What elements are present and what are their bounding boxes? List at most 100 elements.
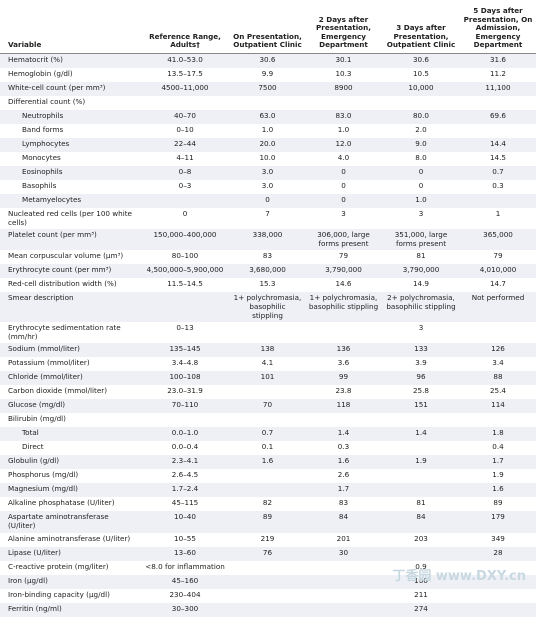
- cell: 3.6: [337, 358, 350, 368]
- cell: 7500: [258, 83, 277, 92]
- cell: 1.4: [415, 428, 427, 438]
- cell: 82: [262, 498, 273, 508]
- cell: 1.7: [337, 484, 350, 494]
- row-label: Eosinophils: [22, 167, 63, 176]
- cell: 80–100: [171, 251, 199, 261]
- table-row: Glucose (mg/dl) 70–110 70 118 151 114: [0, 399, 536, 414]
- row-label: Erythrocyte sedimentation rate (mm/hr): [8, 323, 121, 341]
- cell: Not performed: [471, 293, 525, 303]
- cell: 14.5: [489, 153, 506, 162]
- cell: 11.2: [489, 69, 506, 78]
- cell: 0: [341, 181, 346, 190]
- group-label: Bilirubin (mg/dl): [8, 414, 66, 424]
- row-label: Chloride (mmol/liter): [8, 372, 83, 382]
- cell: 230–404: [169, 589, 201, 599]
- cell: 2.0: [415, 125, 427, 134]
- cell: 30–300: [171, 603, 199, 613]
- cell: 1.6: [492, 484, 504, 494]
- cell: 83: [338, 498, 349, 508]
- row-label: Smear description: [8, 293, 74, 303]
- table-row: Monocytes 4–11 10.0 4.0 8.0 14.5: [0, 152, 536, 166]
- cell: 0.3: [337, 442, 350, 452]
- row-label: Aspartate aminotransferase (U/liter): [8, 512, 109, 530]
- table-row: C-reactive protein (mg/liter) <8.0 for in…: [0, 561, 536, 575]
- row-label: Erythrocyte count (per mm³): [8, 265, 112, 275]
- row-label: Magnesium (mg/dl): [8, 484, 78, 494]
- cell: 0: [265, 195, 270, 204]
- cell: 136: [336, 344, 351, 354]
- cell: 30.1: [335, 55, 352, 64]
- table-row: Hematocrit (%) 41.0–53.0 30.6 30.1 30.6 31.6: [0, 53, 536, 68]
- cell: 4,500,000–5,900,000: [146, 265, 224, 275]
- table-row: Lipase (U/liter) 13–60 76 30 28: [0, 546, 536, 561]
- cell: 84: [416, 512, 426, 522]
- cell: 1.6: [337, 456, 350, 466]
- cell: [230, 322, 305, 343]
- cell: 1.4: [337, 428, 350, 438]
- cell: 0: [341, 167, 346, 176]
- row-label: Metamyelocytes: [22, 195, 82, 204]
- table-row: Erythrocyte count (per mm³) 4,500,000–5,9…: [0, 264, 536, 279]
- cell: [230, 561, 305, 575]
- row-label: Nucleated red cells (per 100 white cells…: [8, 209, 132, 227]
- table-row: Nucleated red cells (per 100 white cells…: [0, 208, 536, 229]
- cell: [305, 589, 382, 603]
- table-row: Phosphorus (mg/dl) 2.6–4.5 2.6 1.9: [0, 469, 536, 483]
- row-label: Lymphocytes: [22, 139, 70, 148]
- cell: 211: [414, 589, 428, 599]
- cell: 135–145: [169, 344, 201, 354]
- cell: 0.7: [492, 167, 504, 176]
- cell: 14.4: [489, 139, 506, 148]
- cell: 40–70: [174, 111, 196, 120]
- cell: [460, 124, 536, 138]
- cell: 2.6–4.5: [171, 470, 199, 480]
- row-label: Potassium (mmol/liter): [8, 358, 90, 368]
- table-row: Direct 0.0–0.4 0.1 0.3 0.4: [0, 441, 536, 455]
- cell: 0: [341, 195, 346, 204]
- table-row: Red-cell distribution width (%) 11.5–14.5…: [0, 278, 536, 292]
- cell: 10.5: [412, 69, 429, 78]
- column-header: On Presentation, Outpatient Clinic: [230, 0, 305, 54]
- cell: [382, 441, 460, 455]
- cell: 14.9: [412, 279, 429, 289]
- group-row: Bilirubin (mg/dl): [0, 413, 536, 427]
- cell: 351,000, large forms present: [394, 230, 448, 248]
- cell: 1.6: [261, 456, 274, 466]
- cell: 1.0: [337, 125, 350, 134]
- cell: 4,010,000: [479, 265, 517, 275]
- cell: 22–44: [174, 139, 196, 148]
- cell: 306,000, large forms present: [317, 230, 370, 248]
- cell: 63.0: [259, 111, 276, 120]
- cell: 83: [262, 251, 273, 261]
- cell: [140, 194, 230, 208]
- row-label: Alkaline phosphatase (U/liter): [8, 498, 115, 508]
- cell: 0–10: [176, 125, 194, 134]
- cell: [230, 483, 305, 497]
- cell: 79: [338, 251, 349, 261]
- cell: 12.0: [335, 139, 352, 148]
- cell: 9.0: [415, 139, 427, 148]
- cell: 3,680,000: [249, 265, 286, 275]
- row-label: Mean corpuscular volume (μm³): [8, 251, 124, 261]
- cell: 1.0: [261, 125, 274, 134]
- column-header: Variable: [0, 0, 140, 54]
- cell: 3.4: [492, 358, 504, 368]
- cell: 3: [418, 209, 424, 218]
- cell: 0–13: [176, 323, 194, 333]
- cell: 349: [491, 533, 505, 543]
- cell: 45–160: [171, 575, 199, 585]
- cell: 23.0–31.9: [167, 386, 203, 396]
- cell: 11,100: [485, 83, 511, 92]
- table-row: Iron-binding capacity (μg/dl) 230–404 211: [0, 589, 536, 603]
- cell: 0: [418, 167, 424, 176]
- cell: 30.6: [412, 55, 429, 64]
- cell: 0.7: [261, 428, 274, 438]
- cell: 0.0–1.0: [171, 428, 199, 438]
- cell: 84: [338, 512, 349, 522]
- cell: 3: [341, 209, 346, 218]
- cell: [382, 469, 460, 483]
- cell: 45–115: [171, 498, 199, 508]
- watermark: 丁香园 www.DXY.cn: [392, 569, 526, 584]
- cell: 1.9: [415, 456, 427, 466]
